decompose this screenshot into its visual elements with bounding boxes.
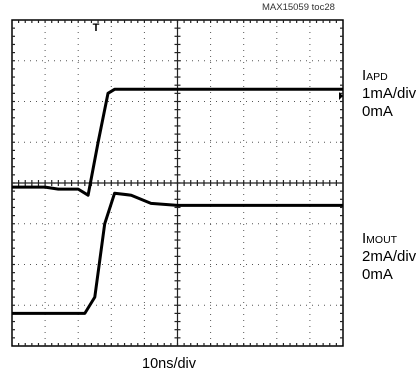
ch1-zero: 0mA	[362, 103, 393, 120]
figure-id: MAX15059 toc28	[262, 2, 335, 13]
trace-imout	[12, 191, 343, 315]
ch1-subscript: APD	[366, 71, 388, 83]
traces	[12, 87, 343, 315]
ch2-subscript: MOUT	[366, 234, 398, 246]
ch1-scale: 1mA/div	[362, 85, 416, 102]
ch2-symbol: I	[362, 230, 367, 247]
ch2-label: IMOUT	[362, 230, 397, 249]
ch1-ground-marker	[339, 92, 343, 100]
trace-iapd	[12, 87, 343, 197]
ch2-zero: 0mA	[362, 266, 393, 283]
ch1-symbol: I	[362, 67, 367, 84]
ch2-scale: 2mA/div	[362, 248, 416, 265]
grid	[12, 20, 343, 346]
ch1-label: IAPD	[362, 67, 388, 86]
trigger-marker: T	[93, 22, 100, 34]
x-scale-label: 10ns/div	[142, 356, 197, 372]
